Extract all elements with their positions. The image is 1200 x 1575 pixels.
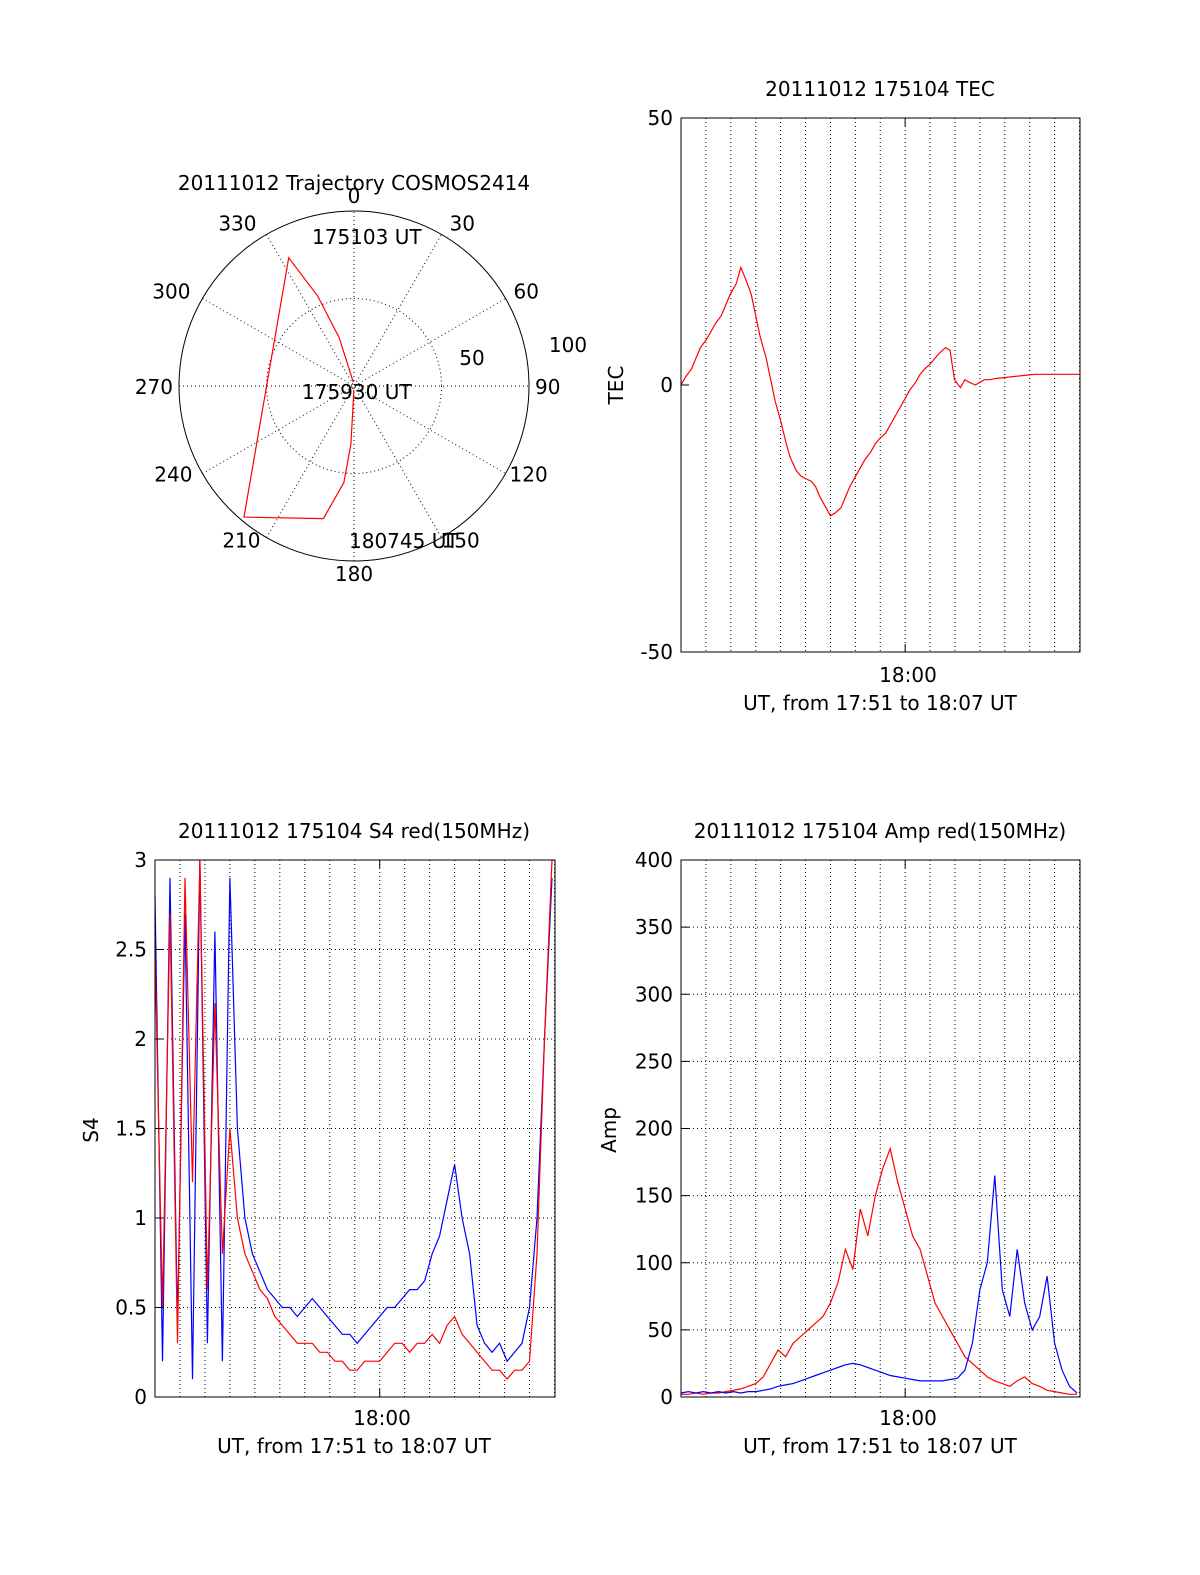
amp-x-label: UT, from 17:51 to 18:07 UT — [743, 1434, 1018, 1458]
polar-angle-label: 210 — [222, 529, 260, 553]
tec-x-tick-label: 18:00 — [879, 663, 937, 687]
polar-angle-label: 180 — [335, 562, 373, 586]
polar-title: 20111012 Trajectory COSMOS2414 — [178, 171, 530, 195]
p3-ytick-label: 200 — [635, 1117, 673, 1141]
p3-ytick-label: 0 — [660, 1385, 673, 1409]
amp-title: 20111012 175104 Amp red(150MHz) — [694, 819, 1066, 843]
p3-ytick-label: 150 — [635, 1184, 673, 1208]
tec-y-label: TEC — [604, 366, 628, 406]
p2-ytick-label: 2.5 — [115, 938, 147, 962]
p3-ytick-label: 50 — [648, 1318, 673, 1342]
amp-y-label: Amp — [597, 1107, 621, 1153]
amp-y-ticks: 400 350 300 250 200 150 100 50 0 — [635, 848, 906, 1409]
p2-series-line — [154, 859, 553, 1381]
polar-angle-label: 90 — [535, 375, 560, 399]
s4-plot: 20111012 175104 S4 red(150MHz) 3 2.5 2 1.5 1… — [79, 819, 556, 1458]
polar-inner-circle — [266, 298, 442, 474]
p2-ytick-label: 2 — [134, 1027, 147, 1051]
polar-angle-label: 240 — [154, 463, 192, 487]
s4-title: 20111012 175104 S4 red(150MHz) — [178, 819, 530, 843]
polar-angle-label: 270 — [135, 375, 173, 399]
tec-title: 20111012 175104 TEC — [765, 77, 995, 101]
p2-ytick-label: 3 — [134, 848, 147, 872]
polar-angle-labels: 0 30 60 90 120 150 180 210 240 270 300 330 — [135, 184, 561, 586]
s4-grid — [155, 860, 556, 1397]
amp-grid — [681, 860, 1081, 1397]
polar-angle-label: 0 — [348, 184, 361, 208]
radial-label-50: 50 — [459, 346, 484, 370]
polar-plot: 20111012 Trajectory COSMOS2414 0 30 60 90 12… — [135, 171, 587, 586]
p3-ytick-label: 100 — [635, 1251, 673, 1275]
trajectory-mid-label: 175930 UT — [302, 380, 412, 404]
p3-ytick-label: 250 — [635, 1049, 673, 1073]
trajectory-end-label: 180745 UT — [349, 529, 459, 553]
p3-series-line — [680, 1175, 1078, 1394]
p2-ytick-label: 0 — [134, 1385, 147, 1409]
p3-ytick-label: 400 — [635, 848, 673, 872]
amp-series — [680, 1146, 1078, 1395]
tec-series — [680, 265, 1080, 517]
p3-ytick-label: 300 — [635, 982, 673, 1006]
p2-ytick-label: 1 — [134, 1206, 147, 1230]
p2-series-line — [154, 859, 553, 1380]
s4-x-label: UT, from 17:51 to 18:07 UT — [217, 1434, 492, 1458]
p3-ytick-label: 350 — [635, 915, 673, 939]
trajectory-start-label: 175103 UT — [312, 225, 422, 249]
tec-grid — [705, 118, 1081, 652]
p1-ytick-label: 0 — [660, 373, 673, 397]
p2-ytick-label: 0.5 — [115, 1296, 147, 1320]
polar-angle-label: 330 — [218, 211, 256, 235]
radial-label-100: 100 — [549, 333, 587, 357]
s4-series — [154, 859, 553, 1381]
polar-angle-label: 150 — [442, 529, 480, 553]
amp-x-tick-label: 18:00 — [879, 1406, 937, 1430]
p2-ytick-label: 1.5 — [115, 1117, 147, 1141]
tec-y-ticks: 50 0 -50 — [640, 106, 906, 664]
tec-x-label: UT, from 17:51 to 18:07 UT — [743, 691, 1018, 715]
s4-y-ticks: 3 2.5 2 1.5 1 0.5 0 — [115, 848, 381, 1409]
amp-plot: 20111012 175104 Amp red(150MHz) 400 350 30… — [597, 819, 1081, 1458]
s4-y-label: S4 — [79, 1117, 103, 1142]
p1-ytick-label: -50 — [640, 640, 673, 664]
p3-series-line — [681, 1146, 1077, 1395]
polar-angle-label: 30 — [450, 211, 475, 235]
tec-plot: 20111012 175104 TEC 50 0 -50 18:00 UT, fro… — [604, 77, 1081, 715]
trajectory-line — [243, 256, 355, 520]
polar-angle-label: 300 — [152, 280, 190, 304]
polar-angle-label: 60 — [514, 280, 539, 304]
p1-ytick-label: 50 — [648, 106, 673, 130]
p1-series-line — [680, 265, 1080, 517]
polar-angle-label: 120 — [510, 463, 548, 487]
s4-x-tick-label: 18:00 — [353, 1406, 411, 1430]
